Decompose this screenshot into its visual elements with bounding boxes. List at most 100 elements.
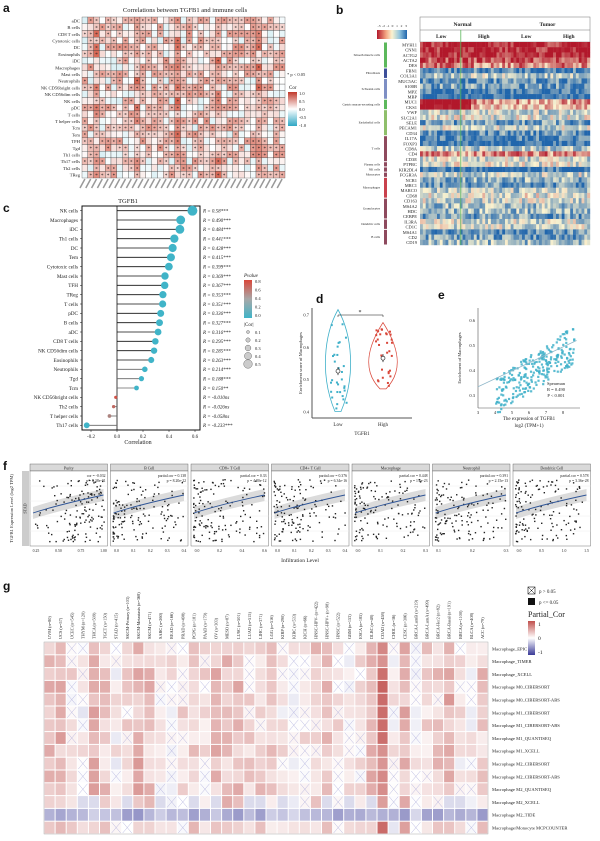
significance-mark: * — [171, 140, 174, 145]
heatmap-cell — [541, 208, 545, 214]
data-point — [133, 482, 136, 484]
data-point — [70, 538, 72, 541]
legend-size-circle — [245, 337, 251, 343]
heatmap-cell — [575, 109, 579, 116]
data-point — [330, 381, 333, 384]
column-label-placeholder — [183, 178, 190, 189]
heatmap-cell — [564, 203, 568, 209]
heatmap-cell — [186, 77, 193, 85]
significance-mark: * — [211, 73, 214, 78]
heatmap-cell — [273, 77, 280, 85]
heatmap-cell — [490, 187, 494, 194]
heatmap-cell — [422, 94, 426, 100]
data-point — [571, 358, 574, 361]
heatmap-cell — [527, 234, 531, 240]
heatmap-cell — [567, 239, 571, 246]
heatmap-cell — [451, 166, 455, 173]
heatmap-cell — [261, 124, 268, 132]
gene-label: MYH11 — [402, 42, 417, 47]
heatmap-cell — [128, 30, 135, 38]
significance-mark: * — [217, 154, 220, 159]
data-point — [101, 505, 103, 508]
significance-mark: * — [142, 80, 145, 85]
significance-mark: * — [234, 80, 237, 85]
significance-mark: * — [263, 140, 266, 145]
heatmap-cell — [581, 88, 585, 95]
heatmap-cell — [510, 198, 514, 204]
data-point — [167, 539, 169, 542]
heatmap-cell — [479, 208, 483, 214]
heatmap-cell — [180, 36, 187, 44]
heatmap-cell — [581, 203, 585, 209]
heatmap-cell — [468, 234, 472, 240]
significance-mark: * — [194, 120, 197, 125]
heatmap-cell — [122, 130, 129, 138]
heatmap-cell — [505, 177, 509, 183]
data-point — [501, 389, 504, 392]
heatmap-cell — [451, 192, 455, 199]
data-point — [67, 482, 69, 485]
heatmap-cell — [105, 110, 112, 118]
data-point — [565, 341, 568, 345]
heatmap-cell — [547, 83, 551, 90]
heatmap-cell — [536, 146, 540, 152]
significance-mark: * — [182, 87, 185, 92]
data-point — [182, 492, 184, 495]
heatmap-cell — [425, 166, 429, 173]
heatmap-cell — [567, 187, 571, 194]
significance-mark: * — [269, 100, 272, 105]
significance-mark: * — [217, 140, 220, 145]
data-point — [510, 402, 513, 405]
heatmap-cell — [502, 239, 506, 246]
heatmap-cell — [533, 177, 537, 183]
heatmap-cell — [462, 68, 466, 74]
heatmap-cell — [513, 57, 517, 64]
heatmap-cell — [473, 218, 477, 225]
data-point — [142, 490, 144, 492]
heatmap-cell — [434, 224, 438, 230]
heatmap-cell — [428, 234, 432, 240]
heatmap-cell — [226, 43, 233, 51]
heatmap-cell — [493, 156, 497, 162]
heatmap-cell — [558, 208, 562, 214]
data-point — [60, 515, 62, 518]
significance-mark: * — [101, 174, 104, 179]
heatmap-cell — [434, 135, 438, 142]
lollipop-point — [107, 414, 112, 418]
data-point — [418, 479, 420, 481]
significance-mark: * — [269, 174, 272, 179]
heatmap-cell — [556, 224, 560, 230]
gene-label: PTPRC — [403, 162, 417, 167]
heatmap-cell — [496, 192, 500, 199]
data-point — [96, 527, 99, 530]
heatmap-cell — [587, 234, 591, 240]
x-tick-label: 0.3 — [165, 549, 170, 553]
heatmap-cell — [422, 125, 426, 131]
heatmap-cell — [567, 78, 571, 84]
heatmap-cell — [533, 208, 537, 214]
significance-mark: * — [136, 26, 139, 31]
data-point — [337, 341, 340, 344]
heatmap-cell — [479, 47, 483, 53]
heatmap-cell — [422, 151, 426, 157]
gene-label: MBP — [407, 94, 417, 99]
significance-mark: * — [200, 40, 203, 45]
r-value-label: R = -0.233*** — [202, 424, 233, 429]
heatmap-cell — [550, 172, 554, 178]
significance-mark: * — [240, 33, 243, 38]
heatmap-cell — [485, 83, 489, 90]
heatmap-cell — [496, 52, 500, 58]
heatmap-cell — [544, 177, 548, 183]
heatmap-cell — [570, 198, 574, 204]
data-point — [117, 537, 119, 539]
heatmap-cell — [422, 104, 426, 110]
row-label: B cells — [67, 25, 80, 30]
data-point — [274, 494, 276, 497]
data-point — [55, 540, 57, 543]
heatmap-cell — [422, 120, 426, 126]
data-point — [336, 391, 339, 394]
data-point — [561, 333, 564, 336]
significance-mark: * — [89, 147, 92, 152]
data-point — [98, 493, 100, 495]
heatmap-cell — [502, 104, 506, 110]
